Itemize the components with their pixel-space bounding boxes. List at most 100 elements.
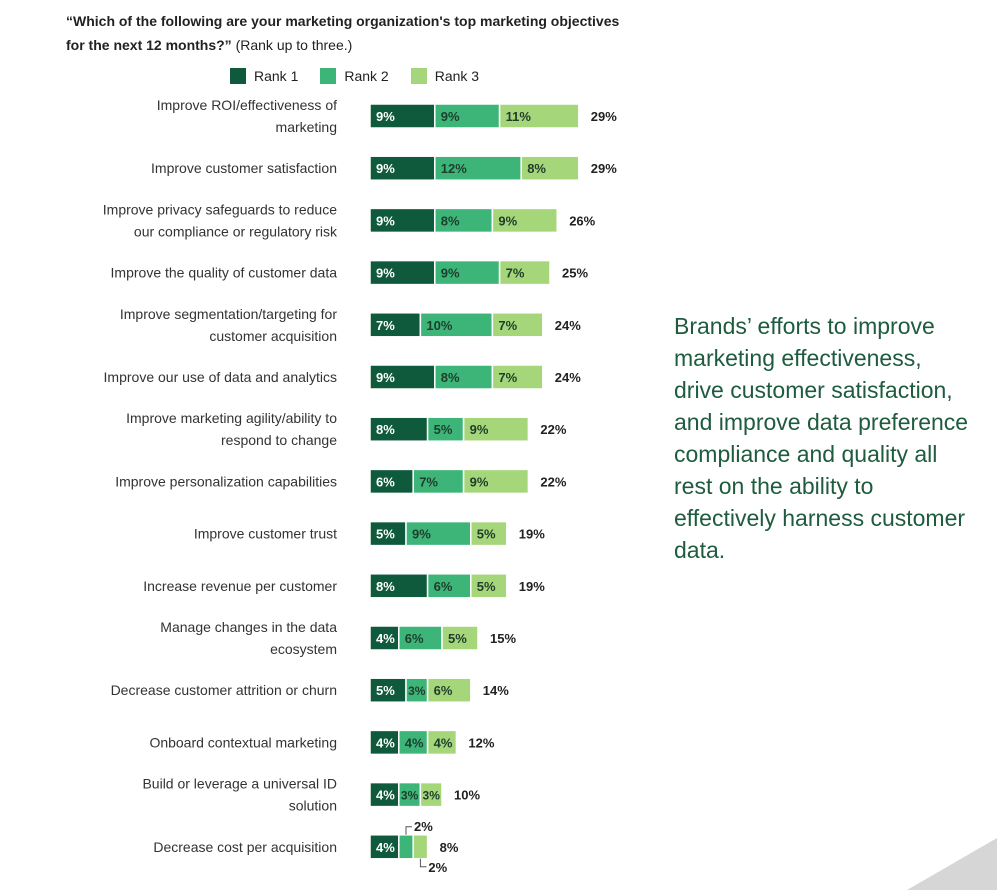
category-label: Improve our use of data and analytics	[104, 369, 337, 385]
segment-value-label: 9%	[470, 422, 489, 437]
legend-label-rank-1: Rank 1	[254, 68, 299, 84]
category-label: Decrease customer attrition or churn	[111, 682, 337, 698]
segment-value-label: 4%	[376, 735, 395, 750]
bar-segment-rank-1	[369, 364, 436, 390]
segment-value-label: 3%	[408, 684, 426, 698]
bar-segment-rank-3	[426, 677, 472, 703]
bar-segment-rank-3	[412, 834, 429, 860]
legend-swatch-rank-2	[320, 68, 337, 84]
legend-item-rank-2: Rank 2	[320, 68, 389, 84]
segment-value-label: 5%	[376, 683, 395, 698]
total-value-label: 24%	[555, 318, 581, 333]
segment-value-label: 6%	[434, 683, 453, 698]
segment-value-label: 8%	[441, 370, 460, 385]
bar-segment-rank-1	[369, 468, 414, 495]
segment-value-label: 9%	[470, 474, 489, 489]
total-value-label: 14%	[483, 683, 509, 698]
segment-value-label: 9%	[376, 266, 395, 281]
total-value-label: 22%	[540, 422, 566, 437]
segment-value-label: 7%	[506, 266, 525, 281]
category-label: Improve personalization capabilities	[115, 473, 337, 489]
segment-value-label: 7%	[498, 318, 517, 333]
question-note: (Rank up to three.)	[235, 37, 353, 53]
chart-title: “Which of the following are your marketi…	[66, 9, 626, 57]
segment-value-label: 2%	[414, 819, 433, 834]
bar-segment-rank-2	[434, 207, 494, 234]
segment-value-label: 8%	[441, 213, 460, 228]
legend-label-rank-2: Rank 2	[344, 68, 389, 84]
segment-value-label: 9%	[376, 161, 395, 176]
legend-item-rank-3: Rank 3	[410, 68, 479, 84]
segment-value-label: 5%	[434, 422, 453, 437]
bar-segment-rank-3	[491, 207, 558, 234]
category-label: Improve customer trust	[194, 526, 337, 542]
total-value-label: 26%	[569, 213, 595, 228]
segment-value-label: 4%	[434, 735, 453, 750]
bar-segment-rank-3	[470, 573, 508, 599]
legend-swatch-rank-3	[410, 68, 427, 84]
total-value-label: 22%	[540, 474, 566, 489]
category-label: Improve segmentation/targeting for custom…	[120, 306, 337, 344]
segment-value-label: 9%	[376, 109, 395, 124]
segment-value-label: 6%	[376, 474, 395, 489]
callout-text: Brands’ efforts to improve marketing eff…	[674, 313, 969, 563]
category-label: Improve customer satisfaction	[151, 160, 337, 176]
segment-value-label: 7%	[376, 318, 395, 333]
bar-segment-rank-2	[398, 729, 429, 756]
bar-segment-rank-3	[426, 729, 458, 756]
total-value-label: 10%	[454, 788, 480, 803]
total-value-label: 29%	[591, 109, 617, 124]
segment-value-label: 3%	[401, 789, 419, 803]
segment-value-label: 5%	[477, 527, 496, 542]
bar-segment-rank-3	[419, 781, 443, 808]
category-label: Manage changes in the data ecosystem	[160, 619, 337, 657]
segment-value-label: 4%	[405, 735, 424, 750]
segment-value-label: 8%	[376, 579, 395, 594]
bar-segment-rank-3	[462, 416, 530, 442]
total-value-label: 12%	[468, 735, 494, 750]
bar-segment-rank-3	[520, 155, 580, 181]
question-text: “Which of the following are your marketi…	[66, 13, 620, 53]
bar-segment-rank-1	[369, 677, 407, 703]
bar-segment-rank-1	[369, 312, 422, 338]
legend: Rank 1 Rank 2 Rank 3	[230, 66, 501, 86]
segment-value-label: 6%	[434, 579, 453, 594]
bar-segment-rank-1	[369, 573, 429, 599]
segment-value-label: 9%	[412, 527, 431, 542]
segment-value-label: 5%	[448, 631, 467, 646]
total-value-label: 19%	[519, 527, 545, 542]
bar-segment-rank-2	[426, 573, 472, 599]
bar-segment-rank-3	[441, 625, 479, 651]
segment-value-label: 4%	[376, 631, 395, 646]
bar-segment-rank-3	[470, 520, 508, 547]
total-value-label: 15%	[490, 631, 516, 646]
category-label: Improve ROI/effectiveness of marketing	[157, 97, 337, 135]
category-label: Improve the quality of customer data	[111, 265, 338, 281]
segment-value-label: 10%	[426, 318, 452, 333]
bar-segment-rank-1	[369, 207, 436, 234]
bar-segment-rank-3	[491, 312, 544, 338]
total-value-label: 29%	[591, 161, 617, 176]
bar-segment-rank-3	[498, 103, 580, 129]
segment-value-label: 9%	[376, 213, 395, 228]
segment-value-label: 7%	[419, 474, 438, 489]
bar-segment-rank-2	[434, 155, 522, 181]
segment-value-label: 11%	[506, 109, 532, 124]
bar-segment-rank-2	[419, 312, 494, 338]
category-label: Onboard contextual marketing	[149, 734, 337, 750]
bar-segment-rank-1	[369, 416, 429, 442]
segment-value-label: 9%	[441, 109, 460, 124]
segment-value-label: 4%	[376, 840, 395, 855]
category-label: Build or leverage a universal ID solution	[142, 776, 337, 814]
segment-value-label: 2%	[428, 860, 447, 875]
total-value-label: 8%	[440, 840, 459, 855]
bar-segment-rank-3	[491, 364, 544, 390]
legend-item-rank-1: Rank 1	[230, 68, 298, 84]
annotation-leader-line	[405, 826, 412, 835]
bar-segment-rank-2	[434, 103, 501, 129]
total-value-label: 24%	[555, 370, 581, 385]
segment-value-label: 5%	[376, 527, 395, 542]
legend-swatch-rank-1	[230, 68, 246, 84]
page-corner-decoration	[907, 838, 997, 890]
